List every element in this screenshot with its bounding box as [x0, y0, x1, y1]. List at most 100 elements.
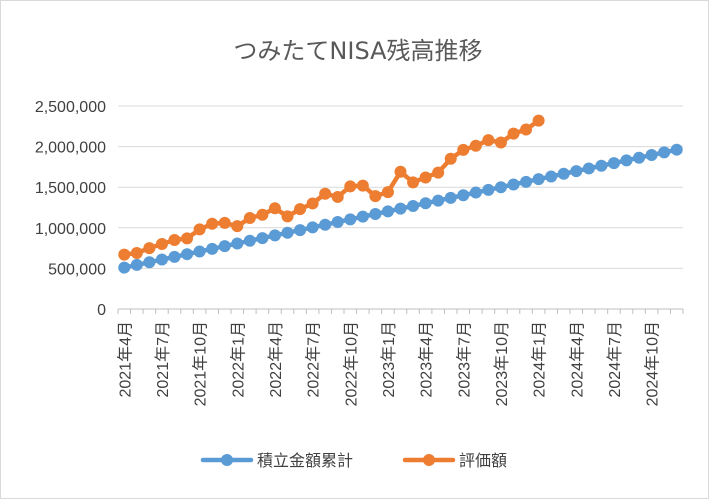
data-point: [155, 238, 168, 251]
x-tick-label: 2022年1月: [229, 321, 247, 398]
data-point: [243, 234, 256, 247]
y-tick-label: 2,000,000: [35, 140, 106, 157]
data-point: [181, 248, 194, 261]
x-tick-label: 2021年4月: [116, 321, 134, 398]
data-point: [670, 143, 683, 156]
data-point: [193, 245, 206, 258]
data-point: [118, 261, 131, 274]
data-point: [306, 221, 319, 234]
legend-label-series-1: 積立金額累計: [257, 451, 353, 470]
data-point: [432, 166, 445, 179]
series-1: [118, 143, 683, 274]
data-point: [356, 210, 369, 223]
data-point: [356, 179, 369, 192]
data-point: [633, 151, 646, 164]
data-point: [130, 246, 143, 259]
data-point: [407, 199, 420, 212]
data-point: [520, 175, 533, 188]
x-tick-label: 2023年7月: [455, 321, 473, 398]
data-point: [394, 165, 407, 178]
data-point: [620, 154, 633, 167]
legend-item-series-2: 評価額: [402, 451, 507, 470]
data-point: [482, 134, 495, 147]
data-point: [218, 240, 231, 253]
data-point: [256, 208, 269, 221]
x-tick-label: 2021年10月: [192, 321, 210, 406]
data-point: [331, 216, 344, 229]
y-tick-label: 500,000: [48, 261, 106, 278]
data-point: [168, 250, 181, 263]
x-tick-label: 2022年4月: [267, 321, 285, 398]
x-tick-label: 2024年1月: [531, 321, 549, 398]
y-tick-label: 2,500,000: [35, 99, 106, 116]
data-point: [507, 127, 520, 140]
y-tick-label: 1,000,000: [35, 221, 106, 238]
data-point: [444, 191, 457, 204]
data-point: [557, 167, 570, 180]
data-point: [494, 136, 507, 149]
data-point: [545, 170, 558, 183]
x-tick-label: 2023年10月: [493, 321, 511, 406]
data-point: [469, 186, 482, 199]
data-point: [143, 256, 156, 269]
data-point: [268, 202, 281, 215]
series-2: [118, 114, 545, 261]
data-point: [381, 186, 394, 199]
legend-label-series-2: 評価額: [459, 451, 507, 470]
legend-item-series-1: 積立金額累計: [200, 451, 353, 470]
data-point: [457, 143, 470, 156]
data-point: [243, 212, 256, 225]
data-point: [482, 183, 495, 196]
legend-marker-series-1: [221, 454, 233, 466]
data-point: [306, 197, 319, 210]
data-point: [407, 176, 420, 189]
data-point: [193, 223, 206, 236]
data-point: [444, 152, 457, 165]
data-point: [369, 208, 382, 220]
chart-title: つみたてNISA残高推移: [233, 37, 482, 65]
legend: 積立金額累計 評価額: [200, 451, 507, 470]
data-point: [231, 220, 244, 233]
x-axis: 2021年4月 2021年7月 2021年10月 2022年1月 2022年4月 2022…: [116, 309, 684, 406]
data-point: [143, 242, 156, 255]
data-point: [394, 202, 407, 215]
data-point: [231, 237, 244, 250]
data-point: [658, 146, 671, 159]
x-tick-label: 2021年7月: [154, 321, 172, 398]
data-point: [381, 205, 394, 218]
x-tick-label: 2023年4月: [418, 321, 436, 398]
legend-marker-series-2: [423, 454, 435, 466]
data-point: [206, 217, 219, 230]
data-point: [319, 187, 332, 200]
x-tick-label: 2023年1月: [380, 321, 398, 398]
x-tick-label: 2024年7月: [606, 321, 624, 398]
data-point: [507, 178, 520, 191]
y-tick-label: 0: [97, 302, 106, 319]
data-point: [532, 173, 545, 186]
data-point: [294, 224, 307, 237]
data-point: [469, 139, 482, 152]
y-tick-label: 1,500,000: [35, 180, 106, 197]
data-point: [419, 197, 432, 210]
x-tick-label: 2024年10月: [644, 321, 662, 406]
data-point: [532, 114, 545, 127]
data-point: [432, 194, 445, 207]
x-tick-label: 2022年7月: [305, 321, 323, 398]
data-point: [294, 203, 307, 216]
data-point: [369, 190, 382, 203]
data-point: [281, 210, 294, 223]
series-line-2: [122, 118, 541, 257]
data-point: [457, 189, 470, 202]
data-point: [607, 157, 620, 170]
data-point: [130, 258, 143, 271]
data-point: [118, 248, 131, 261]
data-point: [181, 232, 194, 245]
data-point: [570, 165, 583, 178]
x-tick-label: 2022年10月: [342, 321, 360, 406]
data-point: [281, 226, 294, 239]
data-point: [268, 229, 281, 242]
data-point: [155, 253, 168, 266]
data-point: [494, 181, 507, 194]
